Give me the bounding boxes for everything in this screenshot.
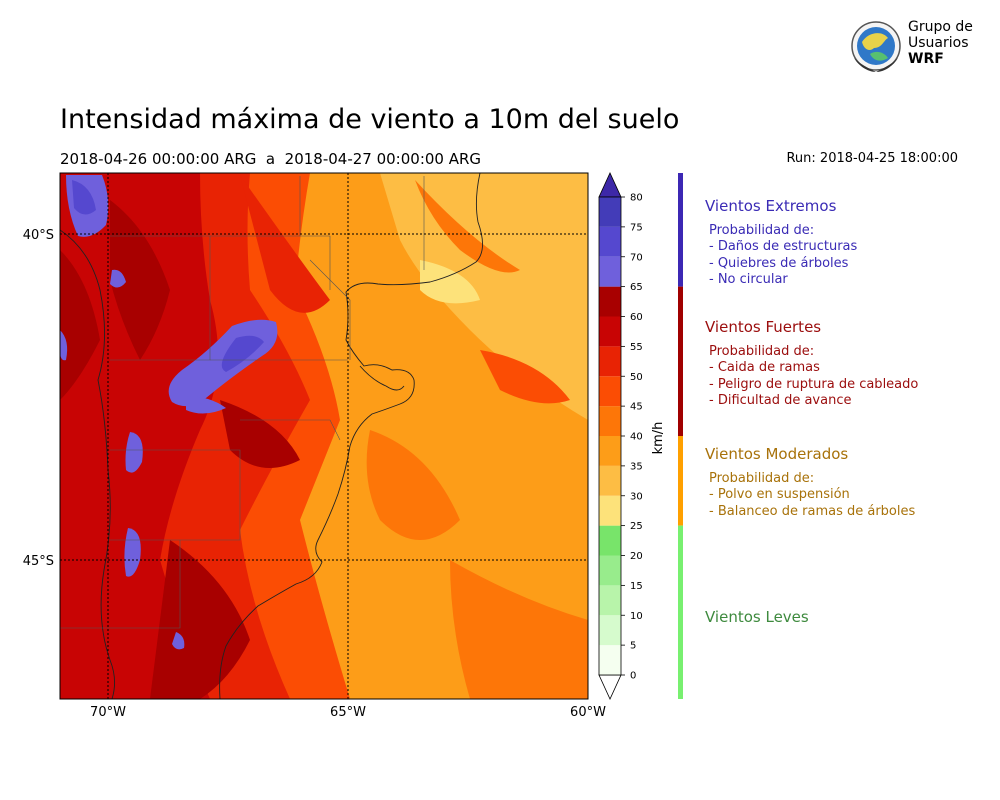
category-bar [678,286,683,436]
colorbar-tick-label: 0 [630,671,636,682]
colorbar-tick-label: 40 [630,432,643,443]
lat-tick-label: 40°S [23,228,54,243]
colorbar-segment [599,585,621,616]
colorbar-segment [599,197,621,227]
category-moderados: Vientos Moderados Probabilidad de: - Pol… [705,445,995,520]
colorbar-over-arrow [598,172,622,198]
run-label: Run: 2018-04-25 18:00:00 [786,151,958,166]
category-item: - Daños de estructuras [709,239,858,255]
logo: Grupo de Usuarios WRF [848,18,978,74]
category-item: - Balanceo de ramas de árboles [709,503,916,519]
colorbar-tick-label: 10 [630,611,643,622]
category-bars [678,173,683,699]
category-item: - Caida de ramas [709,360,820,376]
category-item: - Peligro de ruptura de cableado [709,376,919,392]
gridlines [60,173,588,699]
colorbar-segment [599,316,621,347]
probability-label: Probabilidad de: [709,223,815,238]
category-description: Probabilidad de: - Polvo en suspensión -… [705,471,995,520]
colorbar-under-arrow [598,674,622,700]
colorbar-segment [599,286,621,317]
category-description: Probabilidad de: - Caida de ramas - Peli… [705,344,995,409]
globe-emblem-icon [851,21,901,72]
colorbar-tick-label: 30 [630,491,643,502]
category-bar [678,173,683,287]
colorbar-segment [599,525,621,556]
category-bar [678,525,683,699]
colorbar-segment [599,495,621,526]
category-extremos: Vientos Extremos Probabilidad de: - Daño… [705,197,995,288]
map-frame [59,172,589,700]
category-leves: Vientos Leves [705,608,995,626]
colorbar-segment [599,555,621,586]
colorbar-tick-label: 15 [630,581,643,592]
lat-tick-label: 45°S [23,554,54,569]
colorbar-tick-label: 45 [630,402,643,413]
category-title: Vientos Fuertes [705,318,822,336]
colorbar-tick-label: 5 [630,641,636,652]
colorbar-segment [599,465,621,496]
colorbar-tick-label: 50 [630,372,643,383]
colorbar-segment [599,645,621,675]
probability-label: Probabilidad de: [709,344,815,359]
logo-text-line1: Grupo de [908,19,973,35]
colorbar-segment [599,436,621,466]
colorbar-tick-label: 75 [630,222,643,233]
forecast-period: 2018-04-26 00:00:00 ARG a 2018-04-27 00:… [60,150,482,168]
chart-title: Intensidad máxima de viento a 10m del su… [60,104,680,135]
colorbar-tick-label: 55 [630,342,643,353]
logo-text-line3: WRF [908,51,944,67]
colorbar-segment [599,346,621,377]
category-item: - Dificultad de avance [709,392,852,408]
colorbar-segment [599,406,621,436]
logo-text-line2: Usuarios [908,35,969,51]
colorbar-tick-label: 60 [630,312,643,323]
category-item: - Polvo en suspensión [709,487,850,503]
colorbar-tick-label: 65 [630,282,643,293]
colorbar-segment [599,376,621,407]
wind-field [60,173,588,699]
category-item: - Quiebres de árboles [709,255,849,271]
colorbar-unit-label: km/h [651,422,666,455]
colorbar-segment [599,226,621,257]
colorbar: 0 5 10 15 20 25 30 35 40 45 50 55 60 65 70 75 80 [598,172,643,700]
category-title: Vientos Moderados [705,445,849,463]
category-description: Probabilidad de: - Daños de estructuras … [705,223,995,288]
colorbar-segment [599,615,621,646]
colorbar-tick-label: 35 [630,461,643,472]
lon-tick-label: 65°W [330,705,366,720]
probability-label: Probabilidad de: [709,471,815,486]
colorbar-tick-label: 70 [630,252,643,263]
category-title: Vientos Leves [705,608,809,626]
category-fuertes: Vientos Fuertes Probabilidad de: - Caida… [705,318,995,409]
category-title: Vientos Extremos [705,197,837,215]
lon-tick-label: 60°W [570,705,606,720]
category-item: - No circular [709,271,788,287]
province-borders [60,176,425,629]
colorbar-segment [599,256,621,287]
category-bar [678,436,683,526]
colorbar-tick-label: 80 [630,193,643,204]
colorbar-tick-label: 20 [630,551,643,562]
lon-tick-label: 70°W [90,705,126,720]
colorbar-tick-label: 25 [630,521,643,532]
